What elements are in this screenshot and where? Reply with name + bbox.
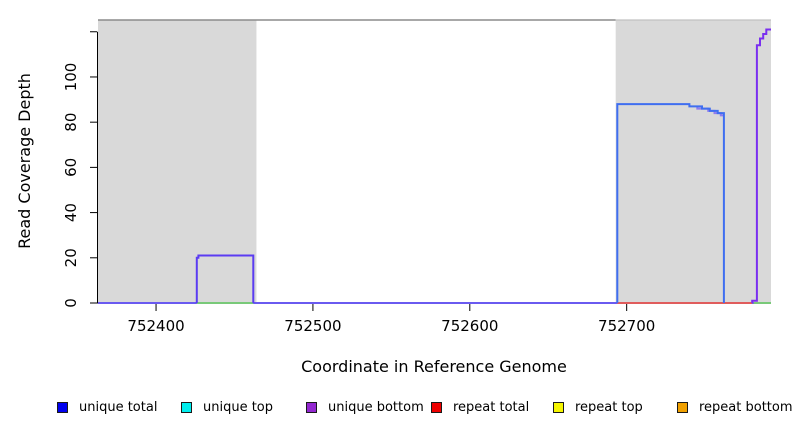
shaded-repeat-regions [98, 20, 771, 303]
x-tick-label: 752700 [598, 317, 655, 335]
legend-item-repeat-top: repeat top [553, 399, 643, 415]
y-tick-label: 20 [62, 248, 80, 267]
repeat-region-shade [615, 20, 771, 303]
legend-item-unique-top: unique top [181, 399, 273, 415]
plot-canvas: 752400 752500 752600 752700 0 20 40 60 80 100 Coo… [15, 19, 771, 376]
legend-swatch [57, 401, 68, 413]
legend-swatch [306, 401, 317, 413]
legend-swatch [181, 401, 192, 413]
y-tick-label: 60 [62, 158, 80, 177]
legend-item-unique-total: unique total [57, 399, 157, 415]
y-tick-label: 80 [62, 113, 80, 132]
x-tick-label: 752400 [127, 317, 184, 335]
y-tick-label: 40 [62, 203, 80, 222]
legend-swatch [431, 401, 442, 413]
legend-item-repeat-bottom: repeat bottom [677, 399, 792, 415]
x-tick-label: 752500 [284, 317, 341, 335]
y-axis-title: Read Coverage Depth [15, 73, 34, 249]
legend-label: unique top [203, 399, 274, 415]
legend-swatch [677, 401, 688, 413]
x-tick-label: 752600 [441, 317, 498, 335]
legend: unique total unique top unique bottom repea… [0, 399, 792, 417]
trace-unique-bottom-spike [751, 28, 771, 303]
trace-unique-total-tall [616, 103, 725, 303]
legend-label: repeat top [575, 399, 643, 415]
legend-item-repeat-total: repeat total [431, 399, 529, 415]
axes: 752400 752500 752600 752700 0 20 40 60 80 100 [62, 31, 771, 335]
coverage-traces [98, 28, 771, 304]
y-tick-label: 100 [62, 63, 80, 92]
legend-swatch [553, 401, 564, 413]
legend-label: unique total [79, 399, 158, 415]
legend-label: repeat total [453, 399, 530, 415]
legend-item-unique-bottom: unique bottom [306, 399, 424, 415]
y-tick-label: 0 [62, 298, 80, 308]
legend-label: repeat bottom [699, 399, 792, 415]
x-axis-title: Coordinate in Reference Genome [301, 357, 567, 376]
trace-unique-bump [195, 254, 255, 303]
repeat-region-shade [98, 20, 257, 303]
legend-label: unique bottom [328, 399, 424, 415]
